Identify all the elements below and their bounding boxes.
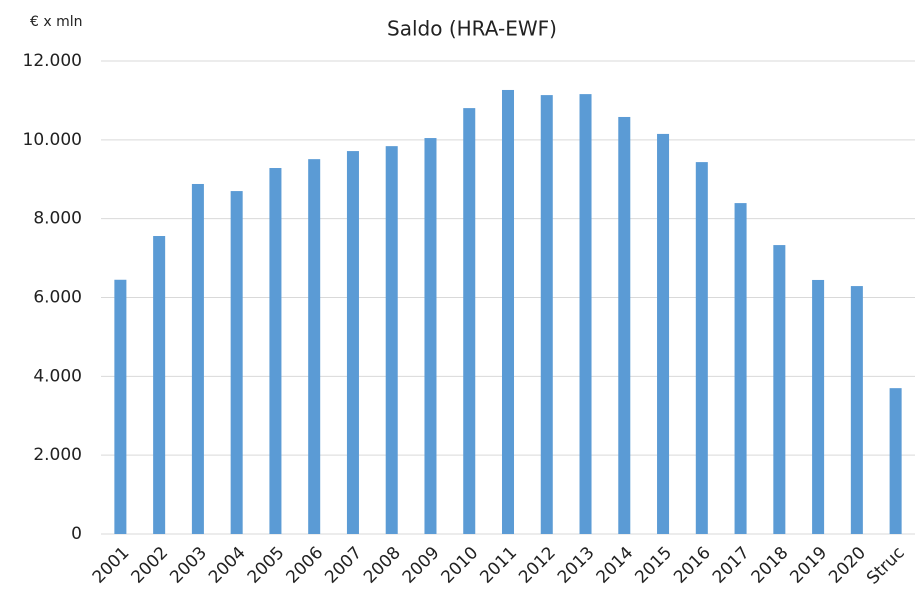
bar <box>230 191 243 534</box>
bar <box>657 133 670 534</box>
x-tick-label: 2016 <box>670 543 715 588</box>
bar <box>695 162 708 534</box>
x-tick-label: 2008 <box>360 543 405 588</box>
y-tick-label: 6.000 <box>33 288 82 308</box>
x-tick-label: 2002 <box>127 543 172 588</box>
x-tick-label: 2010 <box>438 543 483 588</box>
y-tick-label: 10.000 <box>23 130 82 150</box>
x-tick-label: 2018 <box>748 543 793 588</box>
bar <box>463 108 476 535</box>
y-tick-label: 2.000 <box>33 445 82 465</box>
bar <box>850 286 863 534</box>
x-tick-label: 2019 <box>786 543 831 588</box>
bar <box>579 94 592 535</box>
bar <box>153 236 166 534</box>
x-tick-label: 2013 <box>554 543 599 588</box>
y-tick-label: 4.000 <box>33 366 82 386</box>
x-tick-label: Struc <box>863 543 909 589</box>
x-tick-label: 2006 <box>283 543 328 588</box>
bar <box>773 245 786 534</box>
x-tick-label: 2012 <box>515 543 560 588</box>
bar <box>812 279 825 534</box>
x-tick-label: 2005 <box>244 543 289 588</box>
x-tick-label: 2014 <box>593 543 638 588</box>
bar <box>191 183 204 535</box>
bar <box>346 151 359 534</box>
y-axis-label: € x mln <box>30 14 83 30</box>
x-tick-label: 2007 <box>321 543 366 588</box>
x-tick-label: 2003 <box>166 543 211 588</box>
x-tick-label: 2001 <box>89 543 134 588</box>
x-tick-label: 2004 <box>205 543 250 588</box>
bar <box>385 146 398 534</box>
bar <box>734 203 747 534</box>
bar <box>618 116 631 534</box>
bar <box>501 89 515 534</box>
x-tick-label: 2020 <box>825 543 870 588</box>
x-tick-label: 2011 <box>476 543 521 588</box>
bar <box>114 279 127 534</box>
x-tick-label: 2015 <box>631 543 676 588</box>
y-tick-label: 12.000 <box>23 51 82 71</box>
bar <box>540 95 553 535</box>
chart-title: Saldo (HRA-EWF) <box>387 17 557 41</box>
x-tick-label: 2017 <box>709 543 754 588</box>
y-tick-label: 0 <box>71 524 82 544</box>
bar <box>308 159 321 534</box>
bar <box>889 388 902 534</box>
y-tick-label: 8.000 <box>33 209 82 229</box>
x-tick-label: 2009 <box>399 543 444 588</box>
bar <box>269 168 282 535</box>
bar <box>424 138 437 535</box>
